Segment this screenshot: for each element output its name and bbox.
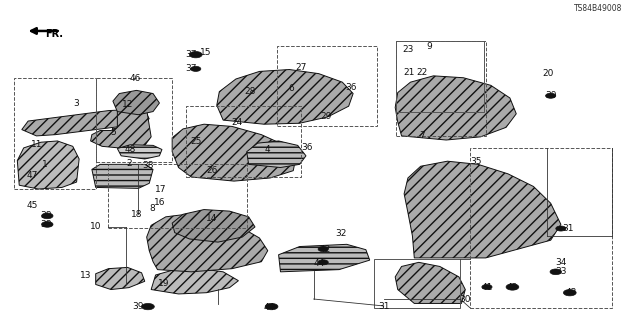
Polygon shape [395,262,465,303]
Text: 38: 38 [40,220,52,229]
Polygon shape [22,109,149,136]
Polygon shape [17,141,79,189]
Text: 28: 28 [244,86,255,95]
Bar [396,41,486,136]
Text: 44: 44 [313,259,324,268]
Bar [276,46,378,126]
Polygon shape [172,124,296,181]
Text: 40: 40 [507,283,518,292]
Text: 2: 2 [126,159,132,168]
Text: 31: 31 [563,224,574,233]
Circle shape [191,66,201,71]
Text: 34: 34 [555,258,566,267]
Text: 42: 42 [319,244,331,253]
Bar [396,41,484,112]
Text: 1: 1 [42,160,47,169]
Text: 35: 35 [470,157,482,166]
Text: 39: 39 [545,91,556,100]
Text: 46: 46 [129,74,141,83]
Text: 33: 33 [555,267,566,276]
Text: 16: 16 [154,198,165,207]
Circle shape [506,284,519,290]
Polygon shape [117,145,162,159]
Text: TS84B49008: TS84B49008 [574,4,623,12]
Bar [374,259,460,308]
Polygon shape [172,210,255,242]
Text: 39: 39 [132,302,144,311]
Polygon shape [246,141,306,167]
Circle shape [563,290,576,296]
Text: 38: 38 [142,161,154,171]
Circle shape [42,221,53,227]
Text: 14: 14 [206,213,218,223]
Polygon shape [113,90,159,115]
Text: 24: 24 [232,118,243,127]
Text: 10: 10 [90,222,102,231]
Text: 21: 21 [404,68,415,77]
Polygon shape [96,268,145,290]
Text: 5: 5 [110,128,116,137]
Polygon shape [151,269,239,294]
Text: 36: 36 [301,143,313,152]
Text: 36: 36 [345,83,356,92]
Polygon shape [395,76,516,140]
Bar [186,106,301,177]
Text: 6: 6 [289,84,294,93]
Polygon shape [92,164,153,188]
Text: 9: 9 [427,42,433,51]
Text: 27: 27 [295,63,307,72]
Text: 37: 37 [186,64,197,73]
Text: 38: 38 [40,212,52,220]
Text: 32: 32 [335,229,347,238]
Text: 23: 23 [403,45,413,54]
Text: 20: 20 [543,69,554,78]
Text: 8: 8 [149,204,155,213]
Circle shape [318,260,328,265]
Bar [108,164,246,228]
Polygon shape [91,93,151,148]
Text: 41: 41 [481,283,493,292]
Text: 19: 19 [158,279,170,288]
Circle shape [556,226,566,231]
Polygon shape [278,244,370,272]
Bar [14,78,96,189]
Text: 12: 12 [122,100,133,109]
Text: 11: 11 [31,140,42,148]
Text: 15: 15 [200,48,211,57]
Text: 29: 29 [321,112,332,121]
Text: 48: 48 [124,145,136,154]
Text: 45: 45 [26,201,38,210]
Circle shape [550,269,561,275]
Bar [96,78,172,162]
Circle shape [318,246,328,252]
Text: 17: 17 [155,185,166,194]
Text: 3: 3 [74,99,79,108]
Text: 30: 30 [460,294,471,303]
Circle shape [42,213,53,219]
Circle shape [265,303,278,310]
Text: 43: 43 [566,288,577,297]
Text: 47: 47 [26,171,38,180]
Polygon shape [147,214,268,272]
Polygon shape [404,161,561,258]
Text: 44: 44 [264,303,275,312]
Text: 25: 25 [190,137,202,146]
Circle shape [141,303,154,310]
Text: FR.: FR. [45,29,63,39]
Text: 13: 13 [80,271,92,280]
Text: 4: 4 [265,145,271,154]
Text: 31: 31 [378,302,390,311]
Circle shape [189,52,202,58]
Polygon shape [217,69,353,124]
Circle shape [545,93,556,98]
Text: 37: 37 [186,50,197,59]
Text: 22: 22 [417,68,428,77]
Circle shape [482,284,492,290]
Text: 7: 7 [419,131,425,140]
Bar [470,148,612,308]
Text: 18: 18 [131,210,143,219]
Text: 26: 26 [206,166,218,175]
